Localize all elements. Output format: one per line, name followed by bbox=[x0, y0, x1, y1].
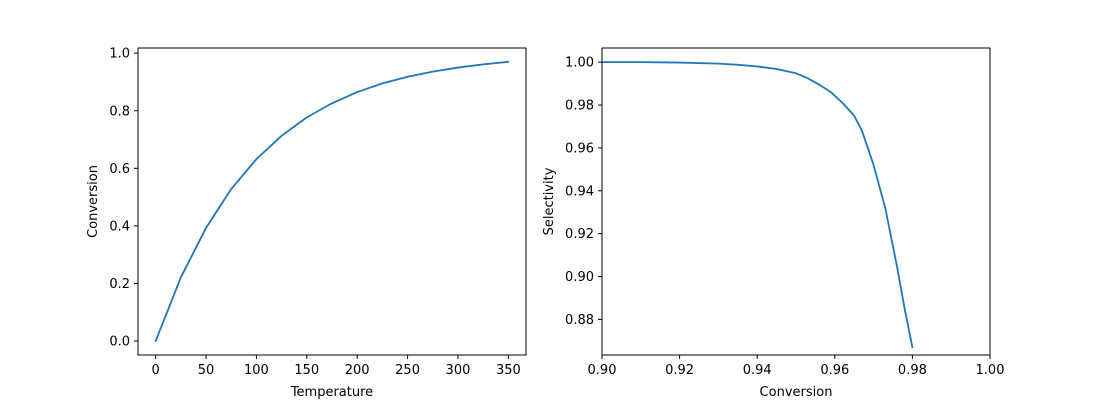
x-tick-label: 1.00 bbox=[976, 363, 1005, 378]
x-tick-label: 150 bbox=[294, 363, 319, 378]
y-tick-label: 0.92 bbox=[565, 227, 594, 242]
y-axis-title: Selectivity bbox=[542, 167, 557, 235]
plot-frame bbox=[601, 47, 991, 356]
x-tick-label: 200 bbox=[345, 363, 370, 378]
conversion-vs-temperature-chart: 0 50 100 150 200 250 300 350 0.0 0.2 0.4 0.6 0.8 1.0 T… bbox=[86, 47, 527, 400]
x-tick-label: 50 bbox=[198, 363, 215, 378]
y-tick-label: 0.98 bbox=[565, 99, 594, 114]
series-line bbox=[601, 61, 914, 349]
y-tick-label: 1.0 bbox=[109, 47, 130, 62]
x-tick-label: 350 bbox=[496, 363, 521, 378]
series-line bbox=[154, 60, 510, 342]
x-tick-label: 0.98 bbox=[898, 363, 927, 378]
y-tick-label: 0.94 bbox=[565, 184, 594, 199]
x-tick-label: 300 bbox=[446, 363, 471, 378]
x-tick-label: 0.90 bbox=[588, 363, 617, 378]
y-tick-label: 0.2 bbox=[109, 277, 130, 292]
y-tick-label: 0.8 bbox=[109, 104, 130, 119]
y-tick-label: 0.6 bbox=[109, 162, 130, 177]
x-axis-title: Conversion bbox=[760, 385, 833, 400]
x-tick-label: 0 bbox=[151, 363, 159, 378]
plot-frame bbox=[137, 47, 527, 356]
x-tick-label: 0.96 bbox=[820, 363, 849, 378]
x-tick-label: 100 bbox=[244, 363, 269, 378]
y-tick-label: 0.88 bbox=[565, 313, 594, 328]
y-tick-label: 0.4 bbox=[109, 219, 130, 234]
y-tick-label: 0.90 bbox=[565, 270, 594, 285]
y-tick-label: 0.96 bbox=[565, 141, 594, 156]
y-tick-label: 0.0 bbox=[109, 335, 130, 350]
x-tick-label: 0.92 bbox=[665, 363, 694, 378]
x-tick-label: 250 bbox=[395, 363, 420, 378]
selectivity-vs-conversion-chart: 0.90 0.92 0.94 0.96 0.98 1.00 0.88 0.90 0.92 0.94… bbox=[542, 47, 1005, 400]
x-axis-title: Temperature bbox=[290, 385, 373, 400]
x-tick-label: 0.94 bbox=[743, 363, 772, 378]
y-tick-label: 1.00 bbox=[565, 56, 594, 71]
y-axis-title: Conversion bbox=[86, 165, 101, 238]
